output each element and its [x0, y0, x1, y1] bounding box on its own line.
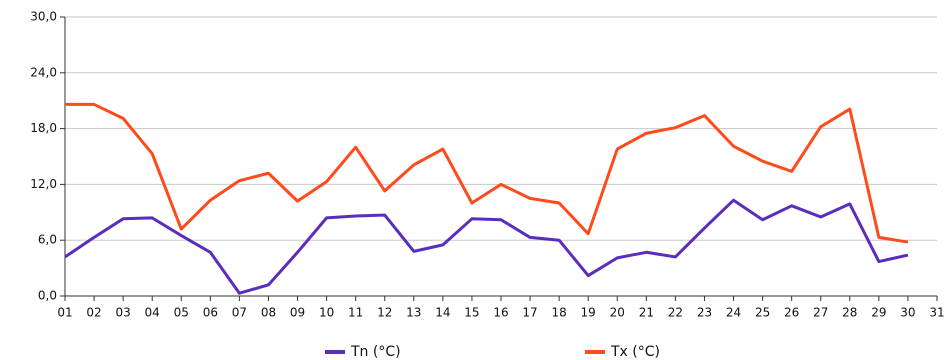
series-line — [65, 102, 909, 244]
series-line — [64, 198, 909, 295]
x-tick-label: 06 — [203, 306, 218, 320]
x-tick-label: 28 — [842, 306, 857, 320]
x-tick-label: 19 — [581, 306, 596, 320]
x-tick-label: 27 — [813, 306, 828, 320]
y-tick-label: 30,0 — [30, 10, 57, 24]
legend-label: Tn (°C) — [350, 344, 401, 360]
x-tick-label: 13 — [406, 306, 421, 320]
x-tick-label: 02 — [86, 306, 101, 320]
y-tick-label: 18,0 — [30, 121, 57, 135]
y-tick-label: 12,0 — [30, 177, 57, 191]
x-tick-label: 03 — [115, 306, 130, 320]
x-tick-label: 21 — [639, 306, 654, 320]
y-tick-label: 0,0 — [38, 289, 57, 303]
x-tick-label: 20 — [610, 306, 625, 320]
x-tick-label: 22 — [668, 306, 683, 320]
x-tick-label: 24 — [726, 306, 741, 320]
legend-label: Tx (°C) — [610, 344, 660, 360]
x-tick-label: 16 — [493, 306, 508, 320]
x-tick-label: 31 — [929, 306, 944, 320]
x-tick-label: 01 — [57, 306, 72, 320]
x-tick-label: 08 — [261, 306, 276, 320]
x-tick-label: 14 — [435, 306, 450, 320]
x-tick-label: 11 — [348, 306, 363, 320]
x-tick-label: 09 — [290, 306, 305, 320]
x-tick-label: 30 — [900, 306, 915, 320]
y-tick-label: 6,0 — [38, 233, 57, 247]
x-tick-label: 25 — [755, 306, 770, 320]
x-tick-label: 17 — [522, 306, 537, 320]
x-tick-label: 04 — [145, 306, 160, 320]
x-tick-label: 07 — [232, 306, 247, 320]
x-tick-label: 12 — [377, 306, 392, 320]
x-tick-label: 05 — [174, 306, 189, 320]
x-tick-label: 29 — [871, 306, 886, 320]
y-tick-label: 24,0 — [30, 65, 57, 79]
x-tick-label: 15 — [464, 306, 479, 320]
x-tick-label: 18 — [551, 306, 566, 320]
x-tick-label: 10 — [319, 306, 334, 320]
x-tick-label: 26 — [784, 306, 799, 320]
x-tick-label: 23 — [697, 306, 712, 320]
